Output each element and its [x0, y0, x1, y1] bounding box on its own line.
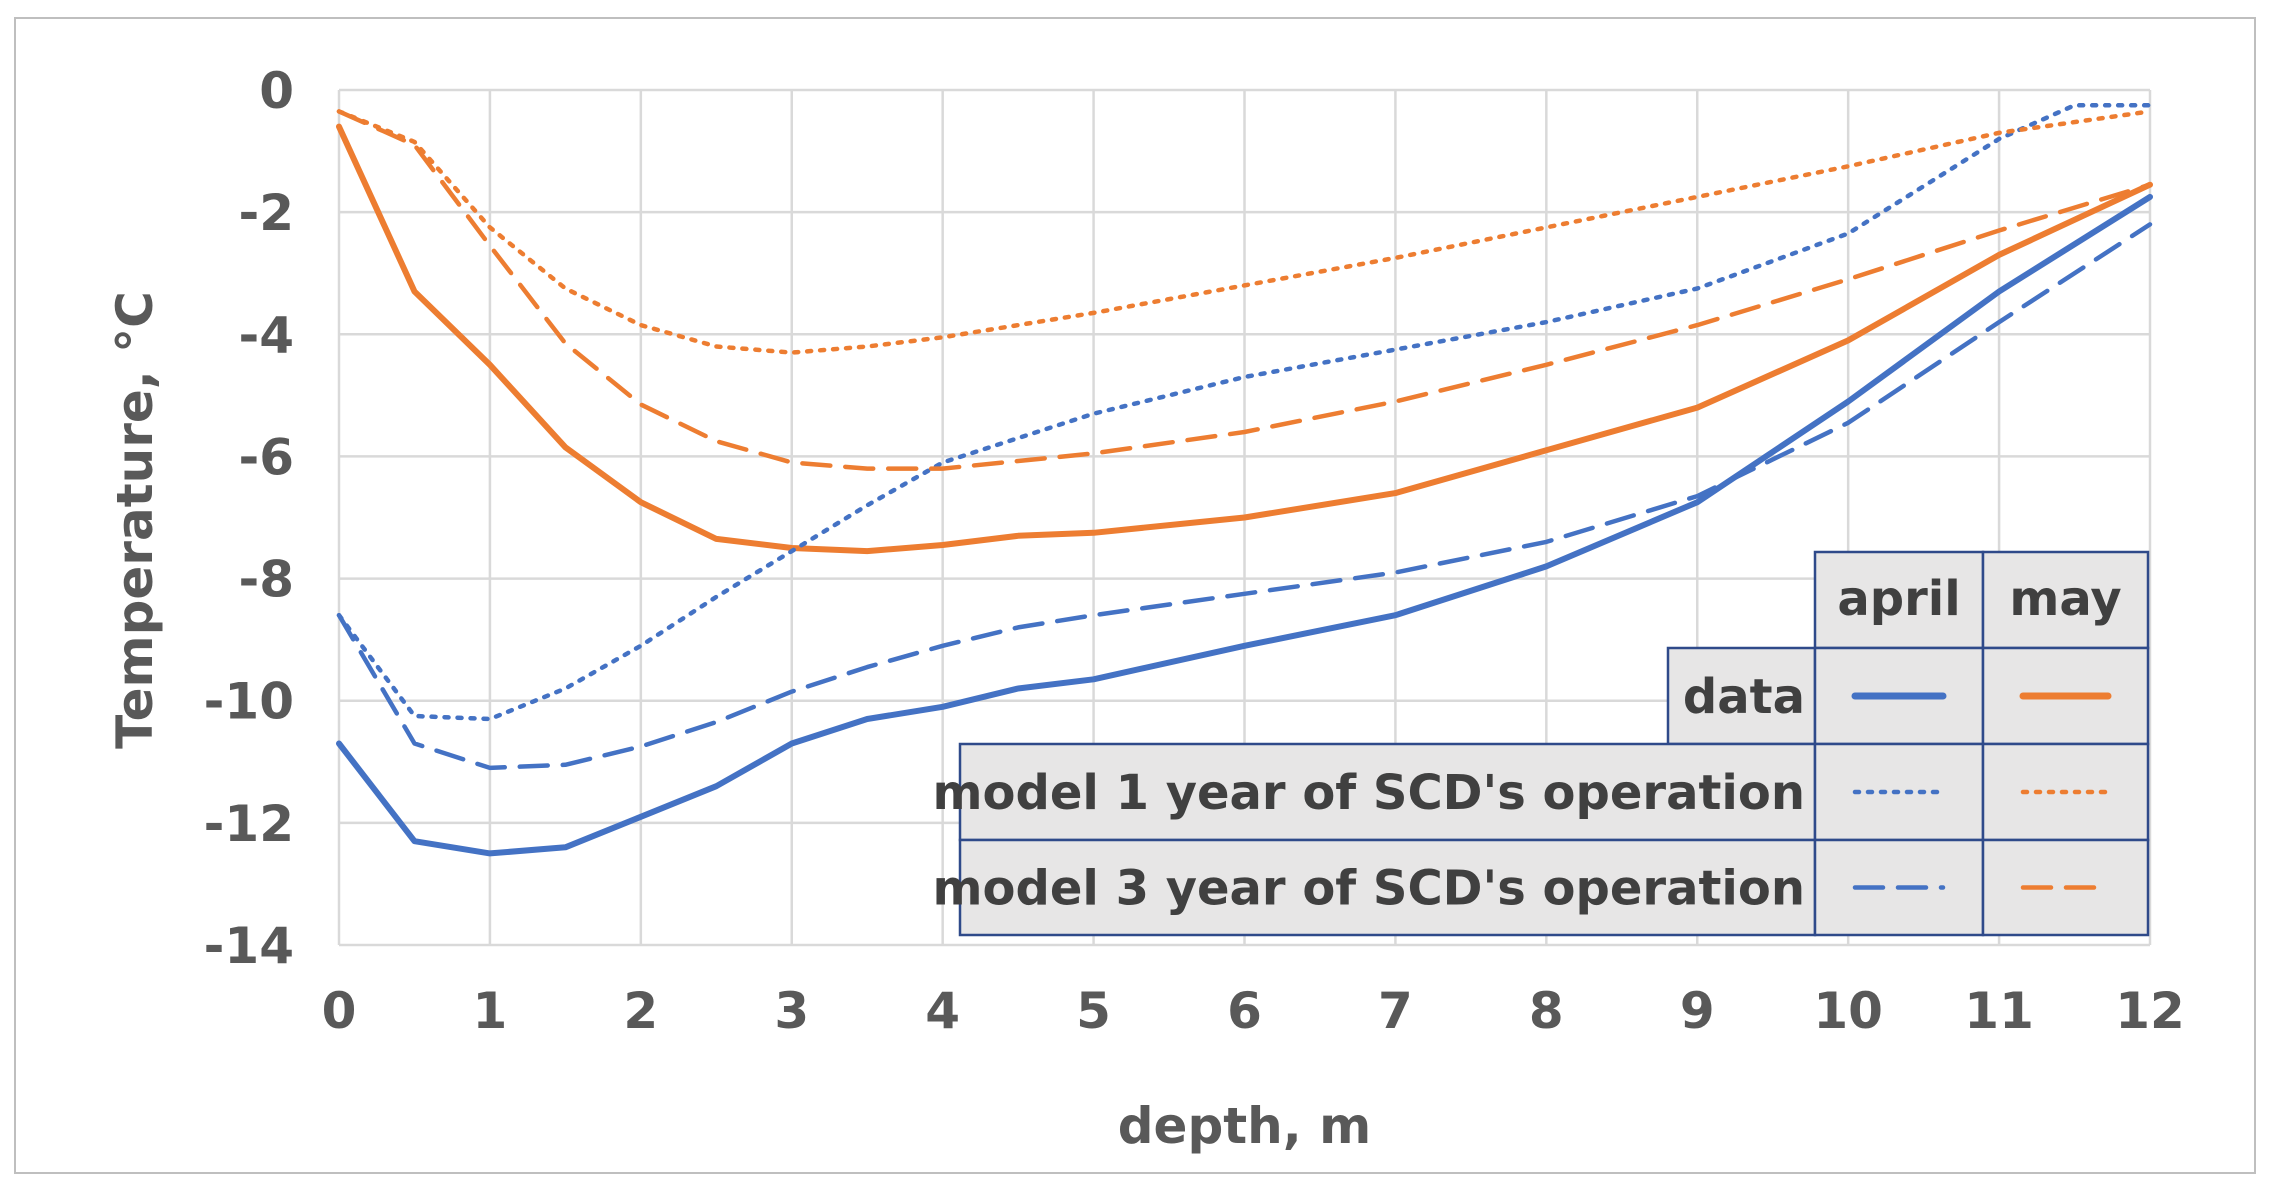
x-tick-label: 1: [473, 982, 508, 1040]
x-tick-label: 0: [322, 982, 357, 1040]
x-tick-label: 5: [1076, 982, 1111, 1040]
y-tick-label: -4: [238, 306, 294, 364]
x-tick-label: 8: [1529, 982, 1564, 1040]
series-line-may-dotted: [336, 109, 2153, 355]
legend-row-label: model 1 year of SCD's operation: [933, 765, 1805, 821]
legend-row-label-cell: [1666, 646, 1817, 746]
x-tick-label: 12: [2115, 982, 2185, 1040]
legend-table: april may data model 1 year of SCD's operat…: [933, 550, 2150, 937]
series-line-may-solid: [336, 123, 2153, 555]
y-tick-label: -12: [204, 795, 294, 853]
axes: 0 1 2 3 4 5 6 7 8 9 10 11 120-2-4-6-8-10-12-14depth,…: [106, 62, 2185, 1155]
y-tick-label: 0: [259, 62, 294, 120]
x-tick-label: 9: [1680, 982, 1715, 1040]
x-tick-label: 4: [925, 982, 960, 1040]
x-tick-label: 2: [623, 982, 658, 1040]
x-tick-label: 10: [1813, 982, 1883, 1040]
legend-row-label: model 3 year of SCD's operation: [933, 861, 1805, 917]
x-tick-label: 7: [1378, 982, 1413, 1040]
legend-swatch-cell: [1813, 838, 1985, 937]
series-layer: [336, 103, 2153, 857]
legend-row-label-cell: [958, 742, 1817, 842]
x-tick-label: 6: [1227, 982, 1262, 1040]
series-line-april-dashed: [336, 222, 2153, 771]
x-tick-label: 11: [1964, 982, 2034, 1040]
y-tick-label: -14: [204, 917, 294, 975]
y-tick-label: -2: [238, 184, 294, 242]
x-tick-label: 3: [774, 982, 809, 1040]
series-line-april-solid: [336, 193, 2153, 857]
y-tick-label: -8: [238, 551, 294, 609]
legend-row-label: data: [1683, 669, 1805, 725]
y-tick-label: -6: [238, 428, 294, 486]
series-line-may-dashed: [336, 109, 2153, 471]
x-axis-title: depth, m: [1118, 1097, 1372, 1155]
y-tick-label: -10: [204, 673, 294, 731]
legend-header-may: may: [2009, 571, 2121, 627]
y-axis-title: Temperature, °C: [106, 291, 164, 749]
legend-row-label-cell: [958, 838, 1817, 937]
legend-header-april: april: [1837, 571, 1960, 627]
